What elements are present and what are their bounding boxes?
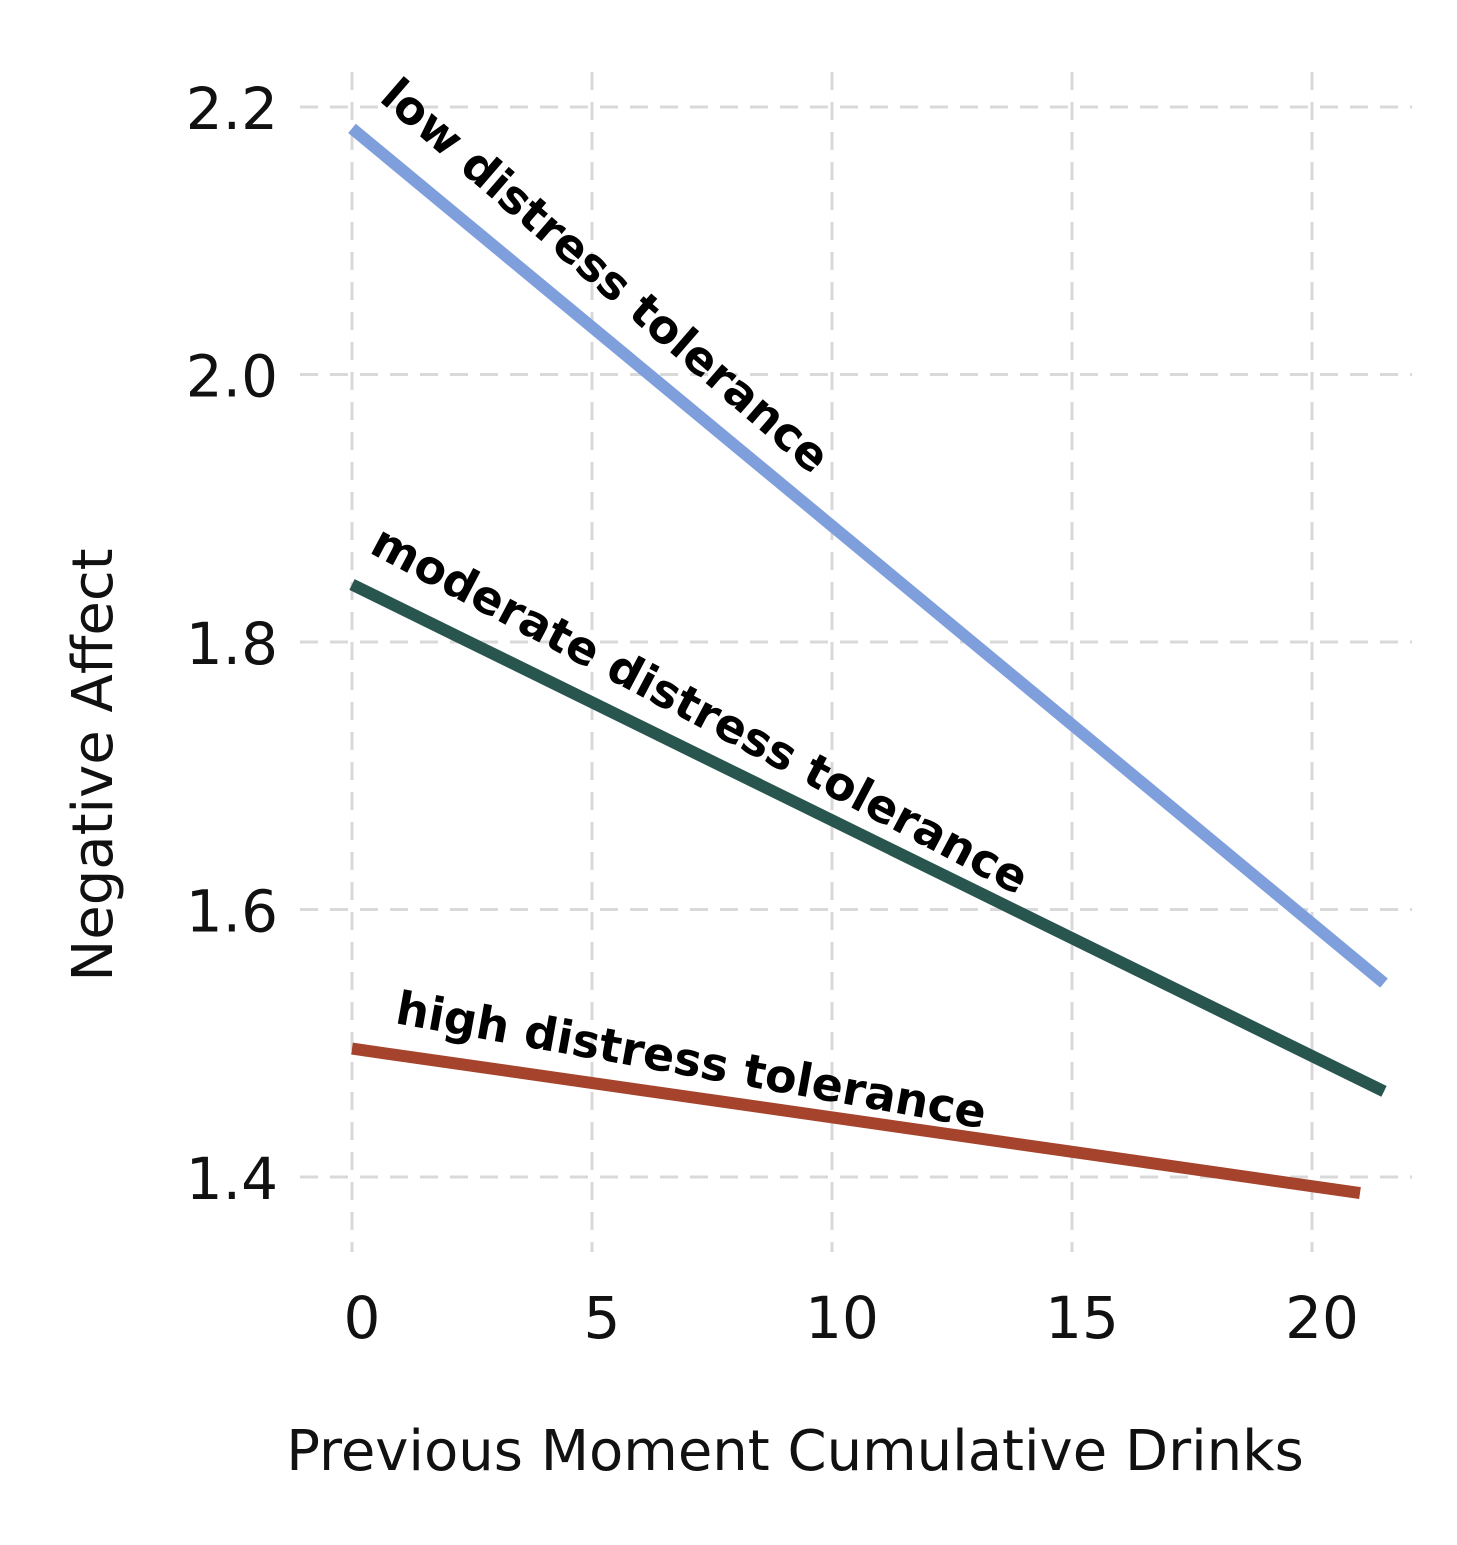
x-tick-label: 15: [1045, 1284, 1119, 1352]
x-tick-label: 10: [805, 1284, 879, 1352]
x-tick-label: 5: [584, 1284, 621, 1352]
gridlines: [300, 72, 1412, 1252]
series-line-1: [349, 579, 1387, 1097]
x-axis-label: Previous Moment Cumulative Drinks: [286, 1419, 1304, 1484]
y-tick-label: 1.8: [186, 610, 278, 678]
series-label-1: moderate distress tolerance: [363, 514, 1038, 905]
y-tick-label: 2.0: [186, 343, 278, 411]
y-axis-label: Negative Affect: [61, 548, 126, 981]
series-line-0: [348, 123, 1388, 988]
x-tick-label: 0: [344, 1284, 381, 1352]
series-line-2: [351, 1042, 1361, 1199]
y-tick-label: 1.6: [186, 878, 278, 946]
series-label-0: low distress tolerance: [371, 67, 841, 483]
x-tick-labels: 0 5 10 15 20: [344, 1284, 1359, 1352]
series-lines: [348, 123, 1388, 1199]
y-tick-label: 1.4: [186, 1145, 278, 1213]
x-tick-label: 20: [1285, 1284, 1359, 1352]
y-tick-label: 2.2: [186, 75, 278, 143]
series-label-2: high distress tolerance: [392, 981, 991, 1140]
y-tick-labels: 1.4 1.6 1.8 2.0 2.2: [186, 75, 278, 1213]
